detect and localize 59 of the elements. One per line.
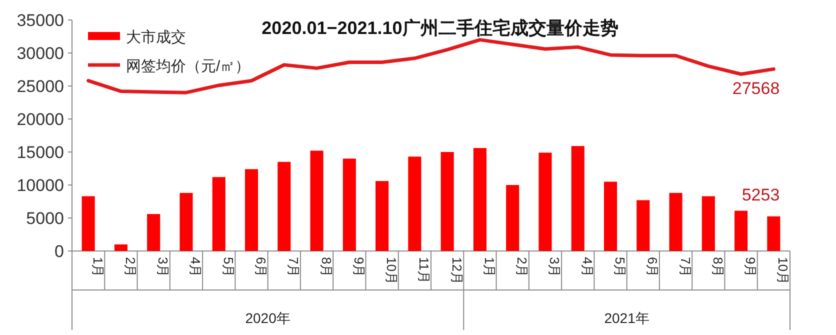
y-tick-label: 15000 xyxy=(16,143,64,162)
bar xyxy=(636,200,650,251)
bar xyxy=(147,214,160,251)
x-tick-label: 1月 xyxy=(90,257,106,278)
bar xyxy=(244,169,258,251)
x-tick-label: 6月 xyxy=(645,257,660,278)
text: 2021年 xyxy=(604,310,650,326)
x-tick-label: 2月 xyxy=(514,257,530,278)
bar xyxy=(669,192,682,251)
bar xyxy=(538,152,552,251)
y-tick-label: 0 xyxy=(54,242,64,261)
bar xyxy=(212,177,226,251)
bar xyxy=(473,148,486,251)
data-label: 27568 xyxy=(732,79,780,98)
x-tick-label: 5月 xyxy=(220,257,236,278)
bar xyxy=(114,244,128,251)
bar xyxy=(310,150,324,251)
x-tick-label: 4月 xyxy=(188,257,204,278)
y-tick-label: 5000 xyxy=(26,209,64,228)
x-tick-label: 3月 xyxy=(547,257,562,278)
text: 2020年 xyxy=(245,310,290,326)
legend-label: 大市成交 xyxy=(126,29,186,46)
bar xyxy=(734,210,748,251)
bar xyxy=(506,185,520,251)
x-tick-label: 8月 xyxy=(710,257,726,278)
x-tick-label: 4月 xyxy=(580,257,595,278)
x-tick-label: 5月 xyxy=(612,257,628,278)
bar xyxy=(82,196,95,251)
legend-label: 网签均价（元/㎡） xyxy=(126,58,250,75)
bar xyxy=(376,181,389,251)
x-tick-label: 1月 xyxy=(482,257,497,278)
y-tick-label: 35000 xyxy=(16,11,64,30)
bar xyxy=(440,152,454,251)
x-tick-label: 8月 xyxy=(318,257,334,278)
bar xyxy=(571,146,584,251)
x-tick-label: 10月 xyxy=(384,257,400,284)
bar xyxy=(702,196,715,251)
data-label: 5253 xyxy=(742,185,780,204)
bar xyxy=(767,216,780,251)
y-tick-label: 30000 xyxy=(16,44,64,63)
y-tick-label: 10000 xyxy=(16,176,64,195)
x-tick-label: 2月 xyxy=(122,257,138,278)
bar xyxy=(180,192,193,251)
x-tick-label: 9月 xyxy=(743,257,758,278)
bar xyxy=(278,162,291,251)
x-tick-label: 9月 xyxy=(351,257,366,278)
x-tick-label: 7月 xyxy=(678,257,693,278)
y-tick-label: 25000 xyxy=(16,77,64,96)
y-tick-label: 20000 xyxy=(16,110,64,129)
x-tick-label: 12月 xyxy=(449,257,464,284)
x-tick-label: 6月 xyxy=(254,257,268,278)
chart-title: 2020.01−2021.10广州二手住宅成交量价走势 xyxy=(262,18,618,38)
x-tick-label: 7月 xyxy=(286,257,302,278)
x-tick-label: 11月 xyxy=(416,257,432,284)
bar xyxy=(604,182,618,251)
bar xyxy=(342,158,356,251)
x-tick-label: 3月 xyxy=(156,257,171,278)
bar xyxy=(408,156,422,251)
x-tick-label: 10月 xyxy=(776,257,791,284)
